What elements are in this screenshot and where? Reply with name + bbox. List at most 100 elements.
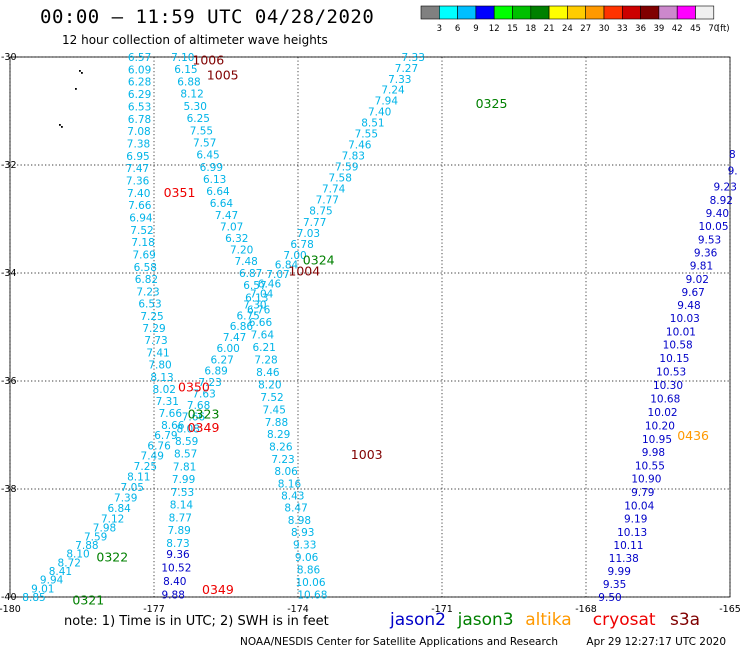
color-swatch xyxy=(475,5,495,20)
color-scale-label: 12 xyxy=(489,24,500,34)
wave-height-value: 6.87 xyxy=(239,268,262,280)
wave-height-value: 9.01 xyxy=(31,583,54,595)
wave-height-value: 10.03 xyxy=(670,313,700,325)
pass-time-label: 1003 xyxy=(351,447,383,462)
wave-height-value: 9.88 xyxy=(162,589,185,601)
wave-height-value: 6.28 xyxy=(128,77,151,89)
longitude-tick-label: -174 xyxy=(287,604,309,615)
longitude-tick-label: -168 xyxy=(575,604,597,615)
wave-height-value: 7.03 xyxy=(297,228,320,240)
wave-height-value: 7.80 xyxy=(148,360,171,372)
map-subtitle: 12 hour collection of altimeter wave hei… xyxy=(62,33,328,47)
wave-height-value: 10.55 xyxy=(635,460,665,472)
pass-time-label: 0321 xyxy=(72,593,104,608)
coastline-speck xyxy=(79,70,81,72)
color-scale-label: 6 xyxy=(455,24,460,34)
wave-height-value: 7.52 xyxy=(260,392,283,404)
wave-height-value: 7.12 xyxy=(101,513,124,525)
wave-height-value: 9.99 xyxy=(608,566,631,578)
color-swatch xyxy=(603,5,623,20)
wave-height-value: 7.08 xyxy=(127,126,150,138)
color-swatch xyxy=(493,5,513,20)
wave-height-value: 10.58 xyxy=(663,340,693,352)
wave-height-value: 7.40 xyxy=(368,107,391,119)
wave-height-value: 10.52 xyxy=(161,562,191,574)
wave-height-value: 8.85 xyxy=(22,592,45,604)
wave-height-value: 6.89 xyxy=(204,366,227,378)
legend-satellite-jason2: jason2 xyxy=(389,610,446,630)
pass-time-label: 0436 xyxy=(677,428,709,443)
wave-height-value: 7.27 xyxy=(395,63,418,75)
wave-height-value: 6.84 xyxy=(275,259,299,271)
wave-height-value: 10.15 xyxy=(659,353,689,365)
wave-height-value: 8.02 xyxy=(153,384,176,396)
wave-height-value: 10.01 xyxy=(666,326,696,338)
wave-height-value: 9.81 xyxy=(690,261,713,273)
longitude-tick-label: -180 xyxy=(0,604,21,615)
wave-height-value: 8.16 xyxy=(278,478,302,490)
wave-height-value: 7.33 xyxy=(388,74,411,86)
wave-height-value: 7.31 xyxy=(156,396,179,408)
wave-height-value: 7.36 xyxy=(126,176,150,188)
latitude-tick-label: -34 xyxy=(1,268,17,279)
wave-height-value: 8.57 xyxy=(174,449,197,461)
wave-height-value: 6.84 xyxy=(107,503,131,515)
wave-height-value: 8.73 xyxy=(166,538,189,550)
latitude-tick-label: -30 xyxy=(1,52,17,63)
legend-satellite-s3a: s3a xyxy=(670,610,700,630)
longitude-tick-label: -171 xyxy=(431,604,453,615)
color-scale-label: 21 xyxy=(544,24,555,34)
pass-time-label: 0325 xyxy=(476,96,508,111)
color-swatch xyxy=(530,5,550,20)
wave-height-value: 6.76 xyxy=(247,305,271,317)
color-scale-label: 70 xyxy=(708,24,719,34)
wave-height-value: 7.39 xyxy=(114,492,137,504)
coastline-speck xyxy=(81,72,83,74)
color-scale-label: 30 xyxy=(599,24,610,34)
wave-height-value: 7.45 xyxy=(263,404,286,416)
color-scale-label: 33 xyxy=(617,24,628,34)
color-swatch xyxy=(457,5,477,20)
legend-satellite-cryosat: cryosat xyxy=(593,610,656,630)
color-scale-label: 3 xyxy=(437,24,442,34)
wave-height-value: 7.66 xyxy=(128,200,152,212)
latitude-tick-label: -40 xyxy=(1,592,17,603)
wave-height-value: 9.67 xyxy=(681,287,704,299)
wave-height-value: 6.82 xyxy=(135,274,158,286)
wave-height-value: 10.20 xyxy=(645,420,675,432)
wave-height-value: 7.18 xyxy=(131,237,154,249)
wave-height-value: 7.00 xyxy=(283,250,306,262)
color-scale-label: 27 xyxy=(580,24,591,34)
wave-height-value: 8.13 xyxy=(150,372,173,384)
wave-height-value: 7.83 xyxy=(342,150,365,162)
wave-height-value: 7.73 xyxy=(144,335,167,347)
wave-height-value: 9.53 xyxy=(698,234,721,246)
wave-height-value: 6.76 xyxy=(147,440,171,452)
wave-height-value: 9.50 xyxy=(598,592,621,604)
legend-satellite-altika: altika xyxy=(525,610,572,630)
wave-height-value: 6.27 xyxy=(210,354,233,366)
wave-height-value: 10.68 xyxy=(297,589,327,601)
wave-height-value: 11.38 xyxy=(609,553,639,565)
wave-height-value: 7.88 xyxy=(75,540,98,552)
wave-height-value: 10.90 xyxy=(631,474,661,486)
wave-height-value: 8.12 xyxy=(180,89,203,101)
wave-height-value: 7.41 xyxy=(146,347,169,359)
wave-height-value: 6.57 xyxy=(243,280,266,292)
wave-height-value: 6.15 xyxy=(174,64,197,76)
wave-height-value: 6.13 xyxy=(203,174,226,186)
color-swatch xyxy=(585,5,605,20)
pass-time-labels: 1006100503250351032410040350032303491003… xyxy=(72,53,709,608)
color-swatch xyxy=(420,5,440,20)
color-swatch xyxy=(676,5,696,20)
wave-height-value: 8.41 xyxy=(49,566,72,578)
wave-height-value: 8.29 xyxy=(267,429,290,441)
wave-height-value: 7.89 xyxy=(167,525,190,537)
pass-time-label: 0322 xyxy=(96,550,128,565)
wave-height-value: 9.06 xyxy=(295,552,319,564)
color-scale-label: 45 xyxy=(690,24,701,34)
wave-height-value: 7.58 xyxy=(329,172,352,184)
color-scale-label: 15 xyxy=(507,24,518,34)
pass-time-label: 0351 xyxy=(164,185,196,200)
